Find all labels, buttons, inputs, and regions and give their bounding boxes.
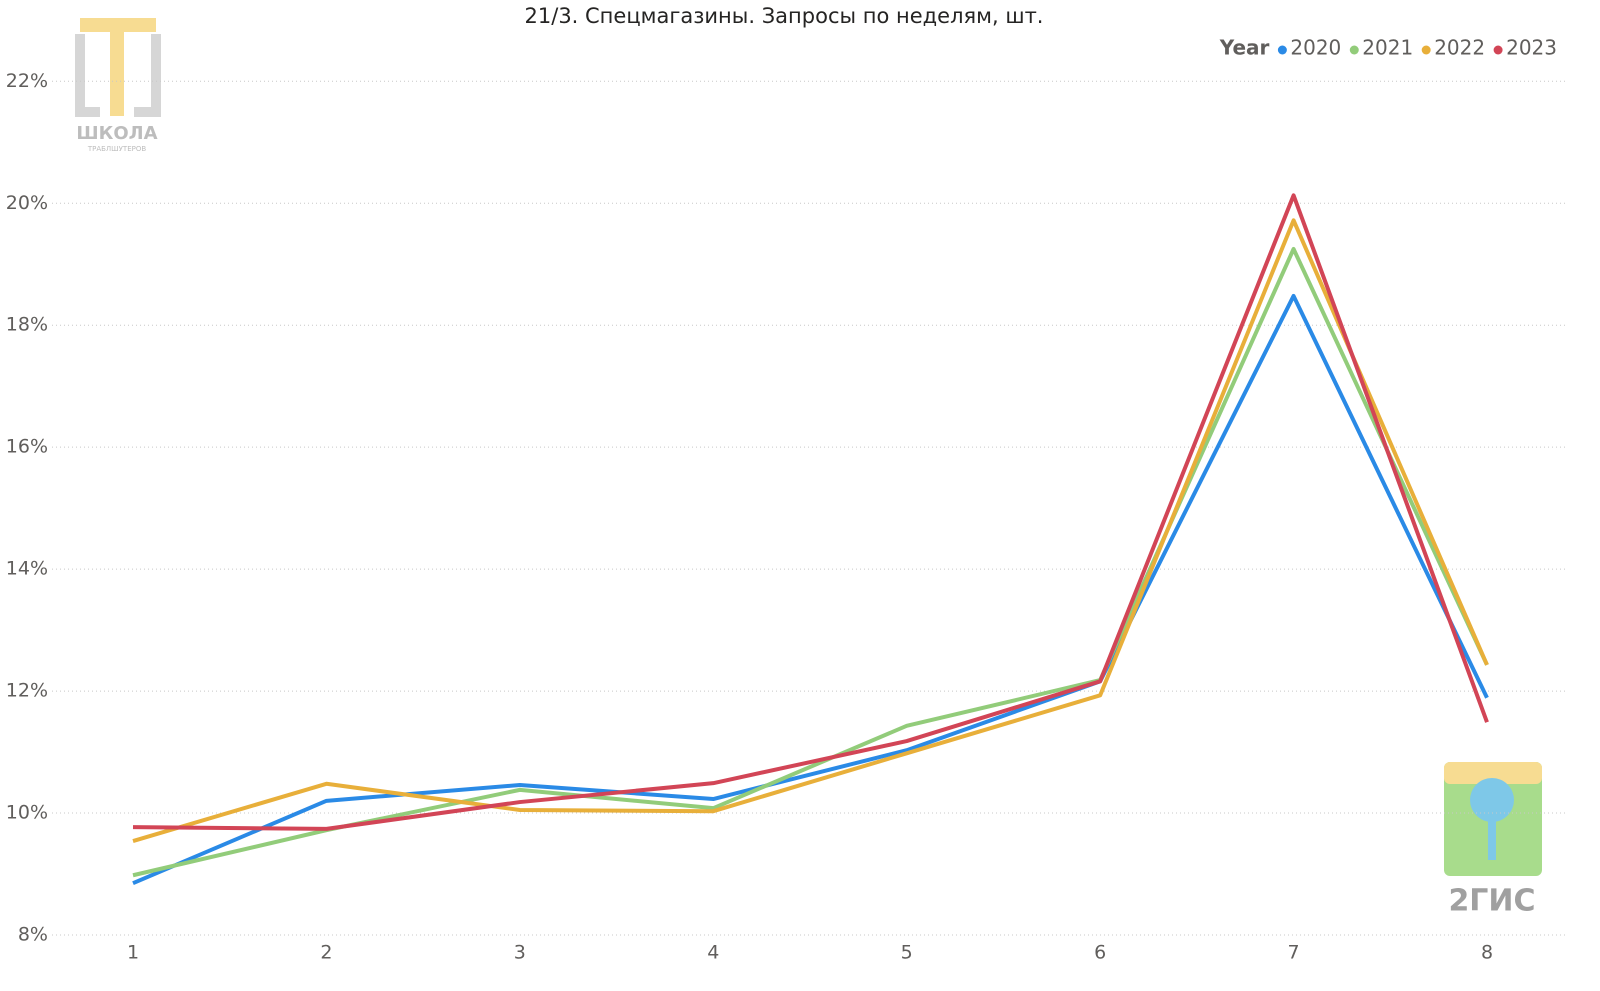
legend-marker [1277, 45, 1287, 55]
y-tick-label: 16% [6, 436, 48, 458]
x-tick-label: 4 [707, 942, 719, 964]
legend-marker [1349, 45, 1359, 55]
x-tick-label: 5 [901, 942, 913, 964]
logo-shape [75, 34, 161, 117]
logo-text: ШКОЛА [76, 123, 157, 144]
logo-shape [110, 30, 124, 116]
legend-marker [1421, 45, 1431, 55]
logo-shape [1488, 815, 1496, 860]
gis-logo: 2ГИС [1444, 762, 1542, 919]
logo-text: 2ГИС [1448, 884, 1535, 919]
x-tick-label: 1 [127, 942, 139, 964]
x-tick-label: 2 [320, 942, 332, 964]
chart-title: 21/3. Спецмагазины. Запросы по неделям, … [525, 4, 1044, 28]
y-tick-label: 22% [6, 70, 48, 92]
legend-marker [1493, 45, 1503, 55]
y-tick-label: 10% [6, 802, 48, 824]
x-tick-label: 7 [1288, 942, 1300, 964]
legend-label: 2021 [1362, 36, 1413, 60]
legend-label: 2022 [1434, 36, 1485, 60]
logo-text: ТРАБЛШУТЕРОВ [87, 145, 147, 153]
y-tick-label: 18% [6, 314, 48, 336]
series-line [132, 218, 1489, 844]
logo-shape [1444, 762, 1542, 784]
x-tick-label: 8 [1481, 942, 1493, 964]
logo-shape [80, 18, 156, 32]
y-tick-label: 20% [6, 192, 48, 214]
series-line [132, 193, 1489, 831]
logo-shape [1470, 778, 1514, 822]
y-tick-label: 12% [6, 680, 48, 702]
legend-label: 2023 [1506, 36, 1557, 60]
legend: Year 2020 2021 2022 2023 [1219, 36, 1557, 60]
legend-title: Year [1219, 36, 1270, 60]
y-tick-label: 8% [18, 924, 48, 946]
series-line [132, 293, 1489, 886]
y-tick-label: 14% [6, 558, 48, 580]
x-tick-label: 6 [1094, 942, 1106, 964]
x-tick-label: 3 [514, 942, 526, 964]
school-logo: ШКОЛА ТРАБЛШУТЕРОВ [75, 18, 161, 153]
legend-label: 2020 [1290, 36, 1341, 60]
